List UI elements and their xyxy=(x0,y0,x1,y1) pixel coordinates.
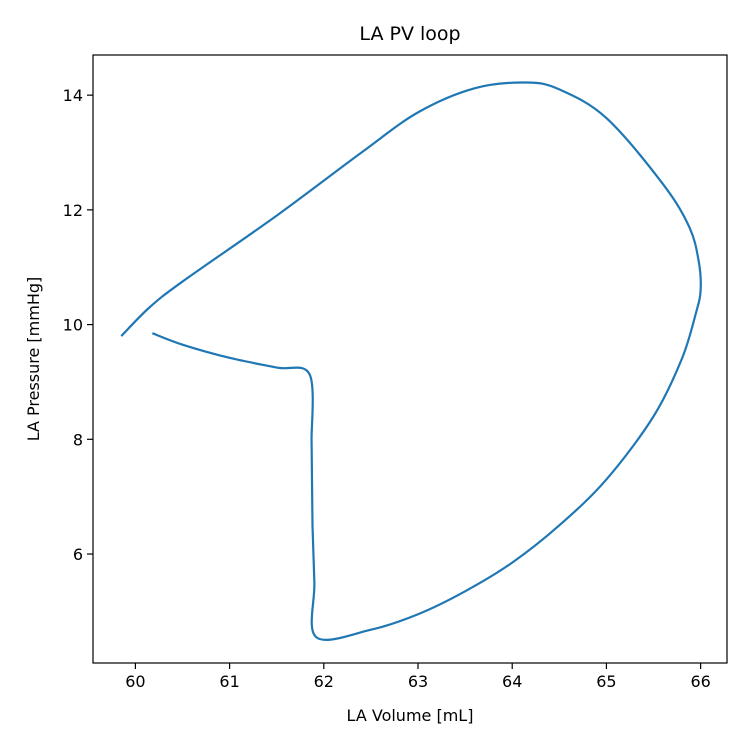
y-tick-label: 8 xyxy=(73,430,83,449)
plot-area xyxy=(120,81,702,641)
y-tick-label: 10 xyxy=(63,316,83,335)
x-axis-label: LA Volume [mL] xyxy=(347,706,474,725)
x-tick-label: 60 xyxy=(125,672,145,691)
chart-title: LA PV loop xyxy=(359,23,460,45)
x-tick-label: 61 xyxy=(219,672,239,691)
y-tick-label: 6 xyxy=(73,545,83,564)
y-tick-label: 14 xyxy=(63,86,83,105)
x-tick-label: 64 xyxy=(502,672,522,691)
y-tick-label: 12 xyxy=(63,201,83,220)
series-line-0 xyxy=(120,81,702,641)
plot-frame xyxy=(92,54,728,664)
x-tick-label: 65 xyxy=(596,672,616,691)
x-tick-label: 66 xyxy=(690,672,710,691)
y-axis-label: LA Pressure [mmHg] xyxy=(24,277,43,442)
x-tick-label: 63 xyxy=(408,672,428,691)
x-tick-label: 62 xyxy=(314,672,334,691)
